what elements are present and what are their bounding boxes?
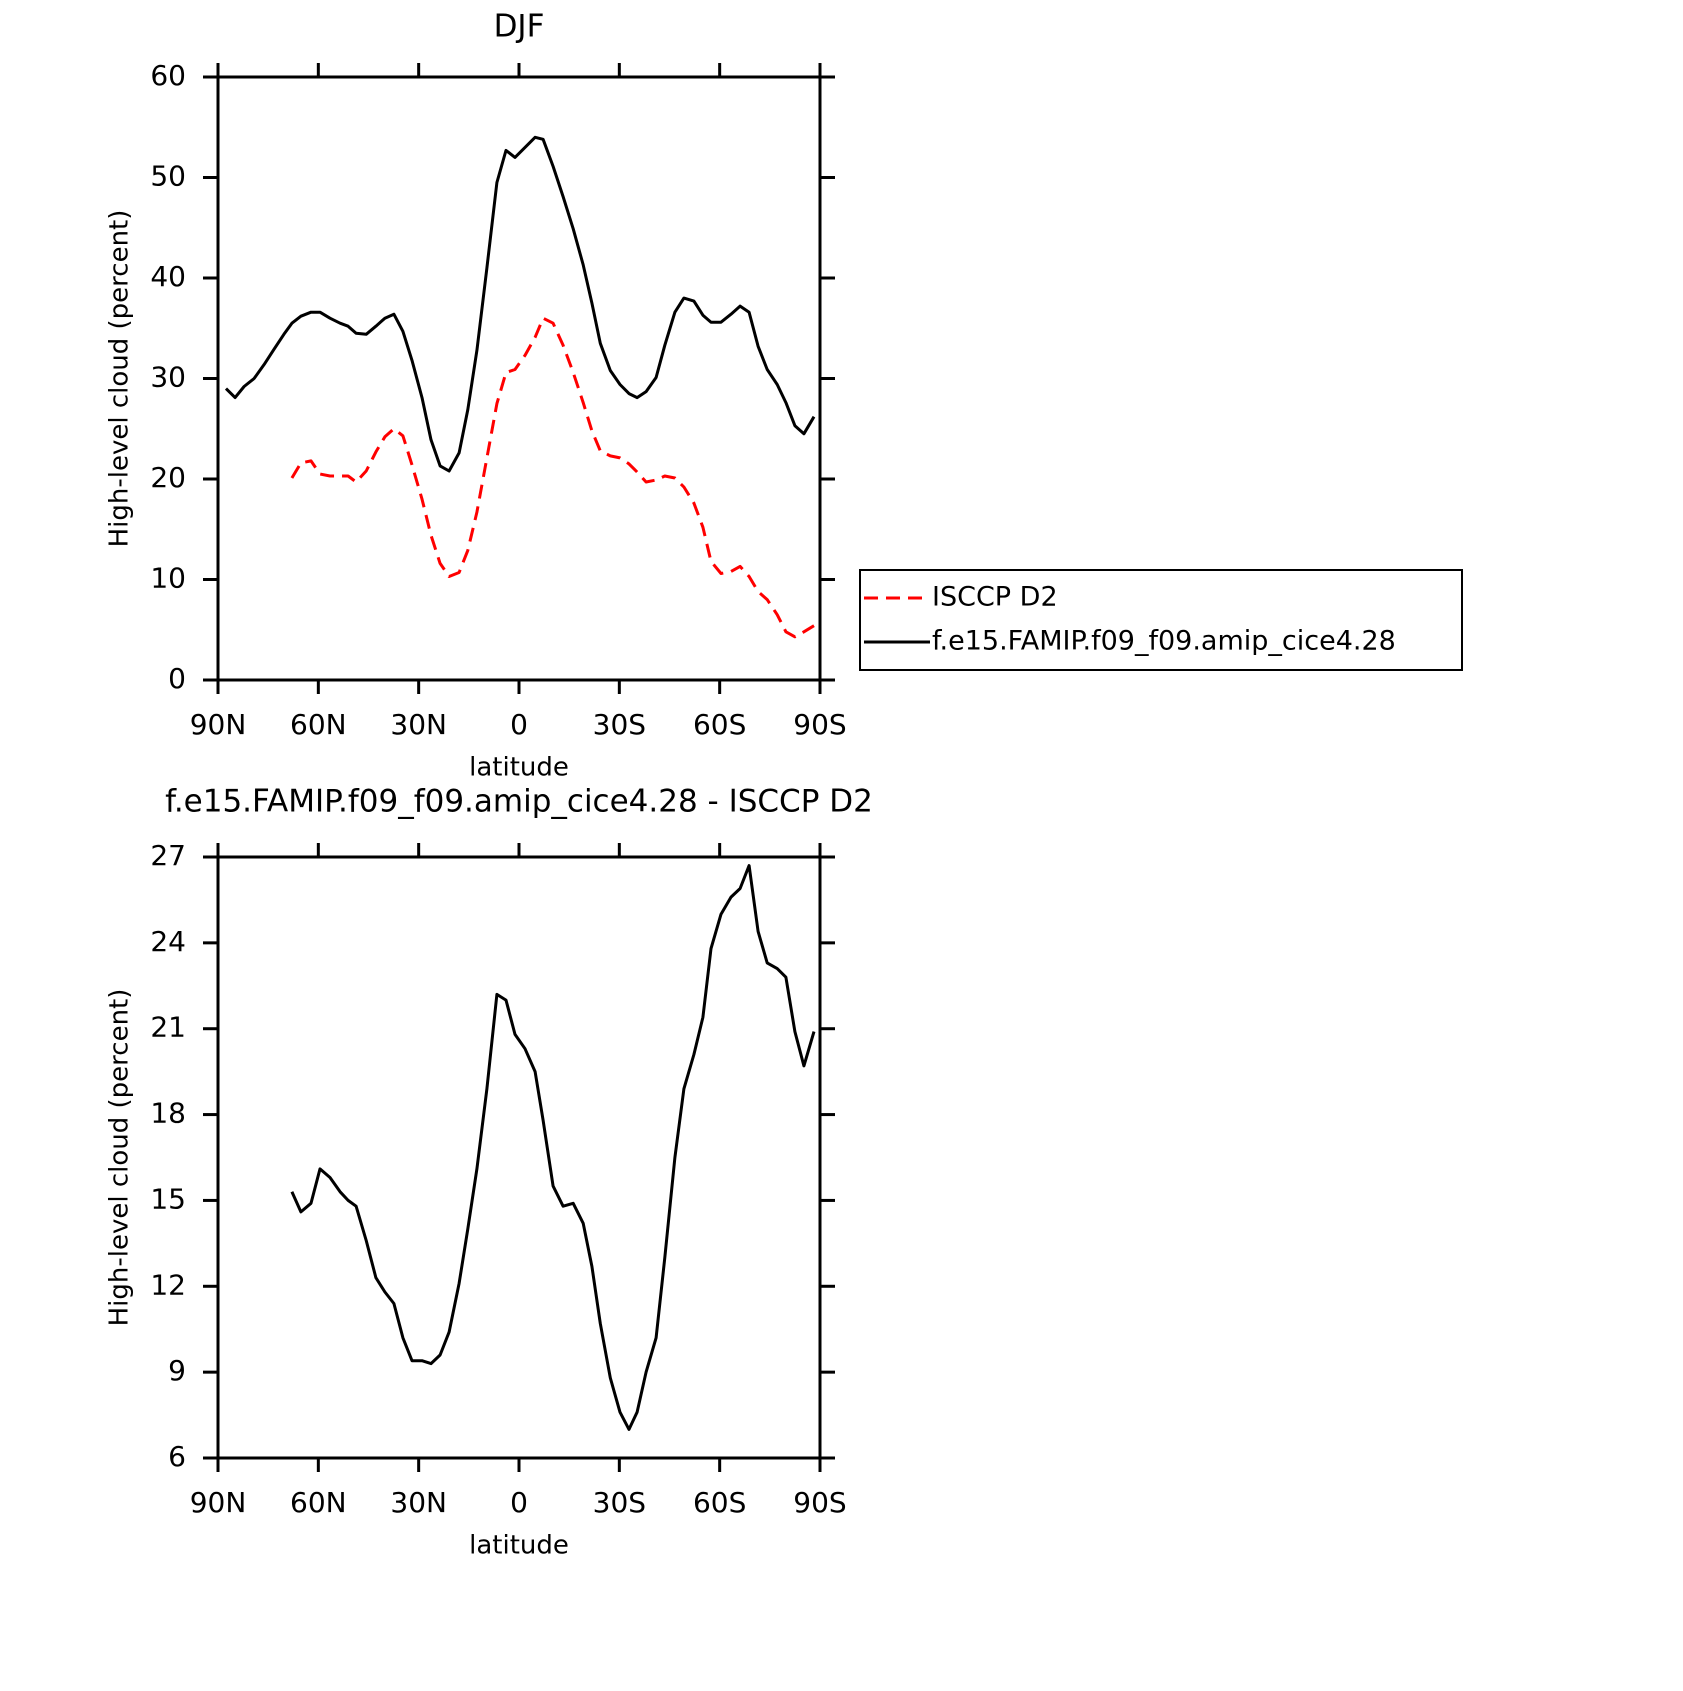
- x-tick-label: 90N: [190, 708, 247, 741]
- y-tick-label: 27: [150, 839, 186, 872]
- y-axis-label: High-level cloud (percent): [105, 989, 135, 1327]
- y-tick-label: 9: [168, 1354, 186, 1387]
- x-tick-label: 90N: [190, 1486, 247, 1519]
- y-tick-label: 12: [150, 1268, 186, 1301]
- x-axis-label: latitude: [469, 1531, 569, 1561]
- chart-title: DJF: [494, 9, 545, 45]
- x-axis-label: latitude: [469, 753, 569, 783]
- x-tick-label: 0: [510, 708, 528, 741]
- y-tick-label: 40: [150, 260, 186, 293]
- x-tick-label: 60S: [693, 708, 746, 741]
- data-line: [224, 135, 816, 473]
- y-tick-label: 21: [150, 1011, 186, 1044]
- x-tick-label: 60N: [290, 1486, 347, 1519]
- x-tick-label: 90S: [793, 708, 846, 741]
- chart-title: f.e15.FAMIP.f09_f09.amip_cice4.28 - ISCC…: [165, 784, 873, 820]
- x-tick-label: 90S: [793, 1486, 846, 1519]
- y-tick-label: 6: [168, 1440, 186, 1473]
- y-tick-label: 10: [150, 562, 186, 595]
- x-tick-label: 0: [510, 1486, 528, 1519]
- y-tick-label: 60: [150, 59, 186, 92]
- y-tick-label: 0: [168, 662, 186, 695]
- x-tick-label: 60S: [693, 1486, 746, 1519]
- data-line: [290, 864, 816, 1431]
- y-axis-label: High-level cloud (percent): [105, 210, 135, 548]
- y-tick-label: 18: [150, 1097, 186, 1130]
- plot-frame: [216, 75, 822, 682]
- x-tick-label: 30S: [593, 1486, 646, 1519]
- x-tick-label: 30N: [390, 708, 447, 741]
- y-tick-label: 15: [150, 1182, 186, 1215]
- legend-box: [859, 569, 1463, 671]
- y-tick-label: 30: [150, 361, 186, 394]
- legend-label: ISCCP D2: [932, 582, 1058, 613]
- y-tick-label: 24: [150, 925, 186, 958]
- y-tick-label: 20: [150, 461, 186, 494]
- legend-label: f.e15.FAMIP.f09_f09.amip_cice4.28: [932, 626, 1396, 657]
- x-tick-label: 30S: [593, 708, 646, 741]
- plot-frame: [216, 855, 822, 1460]
- x-tick-label: 30N: [390, 1486, 447, 1519]
- y-tick-label: 50: [150, 160, 186, 193]
- x-tick-label: 60N: [290, 708, 347, 741]
- data-line: [290, 316, 815, 639]
